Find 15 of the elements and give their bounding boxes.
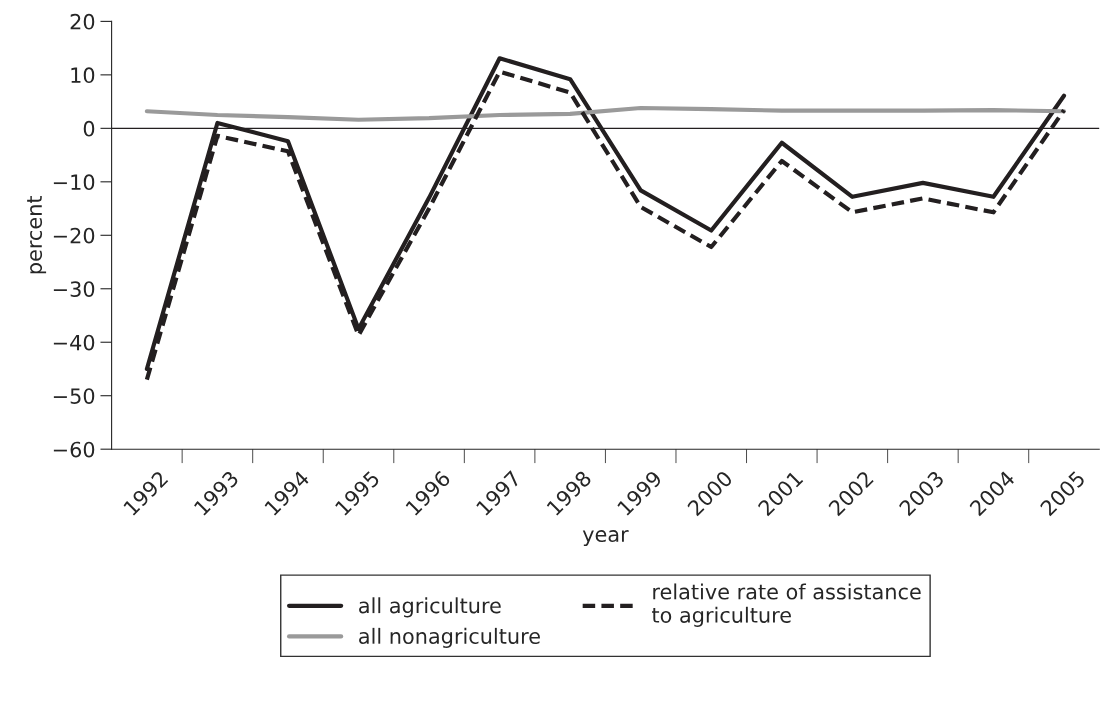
legend-label: all nonagriculture (359, 627, 540, 649)
x-axis-title: year (582, 530, 629, 547)
y-tick-label: −20 (53, 227, 95, 244)
y-tick-label: 20 (70, 13, 95, 30)
y-tick-label: −60 (53, 441, 95, 458)
y-tick-label: −40 (53, 334, 95, 351)
y-tick-label: 10 (71, 67, 95, 84)
line-series (144, 105, 1067, 122)
y-tick-label: −50 (53, 388, 95, 404)
y-tick-label: −30 (53, 281, 95, 297)
y-axis-title: percent (27, 195, 47, 274)
legend-label: all agriculture (359, 597, 501, 618)
y-tick-label: −10 (53, 174, 95, 191)
y-tick-label: 0 (83, 120, 95, 137)
legend-label: relative rate of assistance to agriculture (651, 583, 921, 627)
